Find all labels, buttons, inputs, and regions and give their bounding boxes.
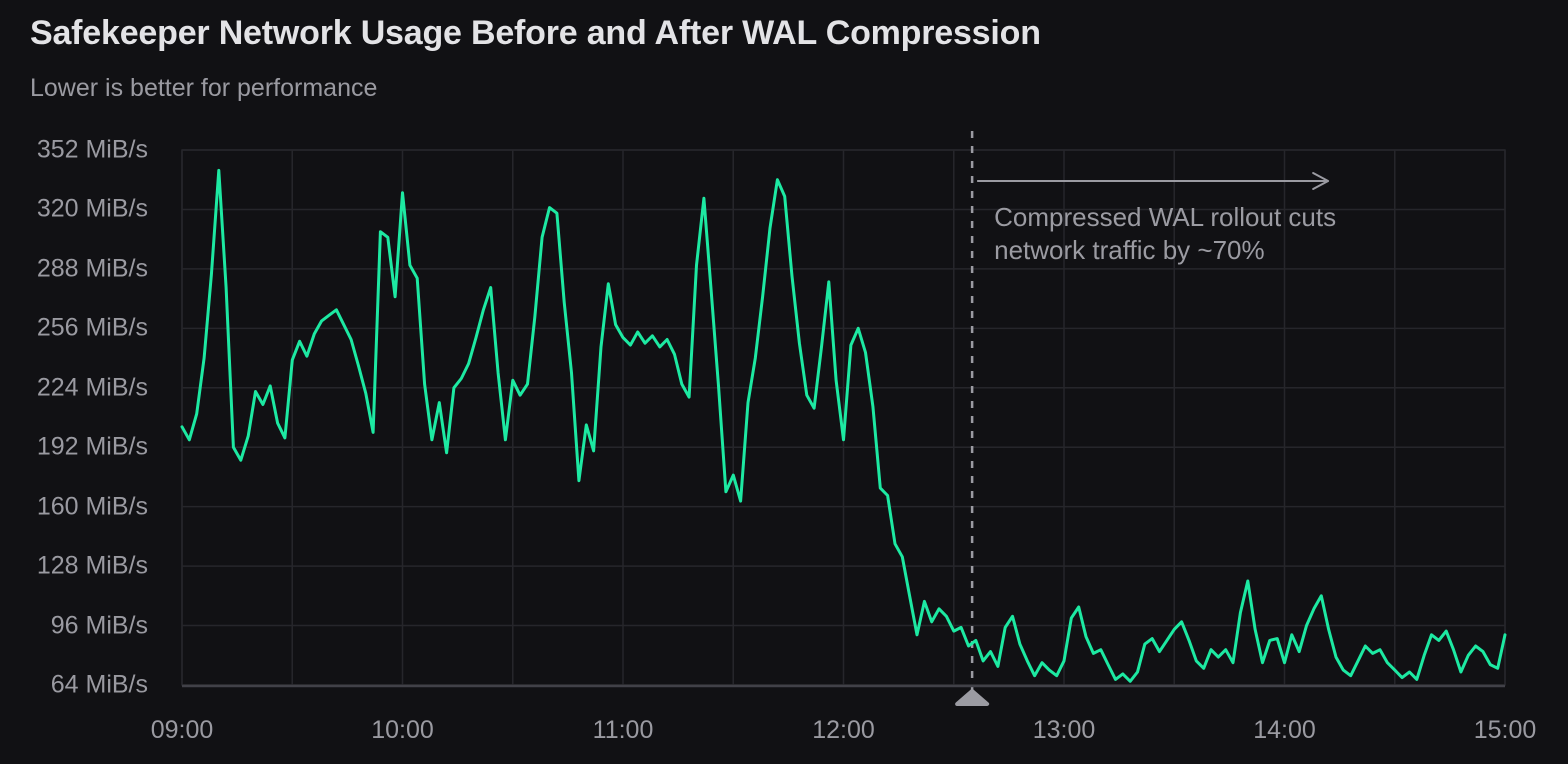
chart-title: Safekeeper Network Usage Before and Afte… — [30, 14, 1041, 52]
x-axis-label: 14:00 — [1253, 716, 1316, 744]
series-line-safekeeper-network-usage — [180, 168, 1507, 683]
annotation-line-2: network traffic by ~70% — [994, 235, 1265, 265]
rollout-marker-triangle-icon — [955, 689, 990, 706]
annotation-line-1: Compressed WAL rollout cuts — [994, 202, 1337, 232]
annotation-label: Compressed WAL rollout cuts network traf… — [994, 201, 1336, 267]
y-axis-label: 288 MiB/s — [36, 254, 148, 283]
y-axis-label: 96 MiB/s — [50, 611, 148, 640]
x-axis-label: 10:00 — [371, 716, 434, 744]
y-axis-label: 128 MiB/s — [36, 551, 148, 580]
y-axis-label: 160 MiB/s — [36, 492, 148, 521]
y-axis-label: 352 MiB/s — [36, 135, 148, 164]
y-axis-label: 256 MiB/s — [36, 313, 148, 342]
y-axis-label: 320 MiB/s — [36, 194, 148, 223]
x-axis-label: 11:00 — [592, 716, 654, 744]
x-axis-label: 13:00 — [1032, 716, 1096, 744]
y-axis-label: 64 MiB/s — [50, 670, 148, 699]
y-axis-label: 192 MiB/s — [36, 432, 148, 461]
y-axis-label: 224 MiB/s — [36, 373, 148, 402]
arrowhead-icon — [1312, 172, 1330, 190]
x-axis-label: 15:00 — [1473, 716, 1537, 744]
x-axis-label: 09:00 — [150, 716, 214, 744]
chart-subtitle: Lower is better for performance — [30, 74, 378, 102]
x-axis-label: 12:00 — [812, 716, 875, 744]
